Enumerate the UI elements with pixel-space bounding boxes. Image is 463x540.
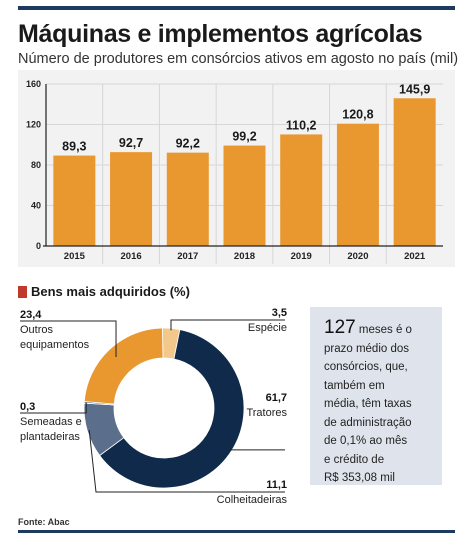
footer-rule bbox=[18, 530, 455, 533]
bar bbox=[223, 145, 266, 246]
bar bbox=[166, 152, 209, 246]
slice-name-label: Colheitadeiras bbox=[217, 494, 288, 506]
leader-line bbox=[170, 319, 285, 331]
chart-title: Máquinas e implementos agrícolas bbox=[18, 20, 423, 48]
slice-name-label: equipamentos bbox=[20, 339, 90, 351]
slice-value-label: 11,1 bbox=[266, 479, 287, 491]
bar bbox=[53, 155, 96, 246]
donut-section-title: Bens mais adquiridos (%) bbox=[31, 284, 190, 299]
y-tick-label: 120 bbox=[26, 120, 41, 130]
x-tick-label: 2018 bbox=[234, 251, 255, 262]
x-tick-label: 2016 bbox=[121, 251, 142, 262]
leader-line bbox=[20, 402, 87, 414]
info-line: também em bbox=[324, 379, 385, 392]
bar-value-label: 92,7 bbox=[119, 136, 143, 150]
source-label: Fonte: Abac bbox=[18, 517, 70, 527]
slice-value-label: 3,5 bbox=[272, 307, 287, 319]
info-first-line: 127 meses é o bbox=[324, 317, 432, 340]
section-marker bbox=[18, 286, 27, 298]
bar-value-label: 110,2 bbox=[286, 118, 317, 132]
y-tick-label: 0 bbox=[36, 241, 41, 251]
donut-chart: 3,5 Espécie 61,7 Tratores 11,1 Colheitadeiras… bbox=[20, 307, 288, 506]
x-tick-label: 2021 bbox=[404, 251, 426, 262]
slice-value-label: 23,4 bbox=[20, 309, 42, 321]
x-tick-label: 2019 bbox=[291, 251, 312, 262]
info-line: prazo médio dos bbox=[324, 342, 410, 355]
slice-name-label: Outros bbox=[20, 324, 54, 336]
leader-line bbox=[20, 320, 117, 358]
leader-line bbox=[88, 430, 285, 493]
y-tick-label: 80 bbox=[31, 160, 41, 170]
bar-value-label: 89,3 bbox=[62, 140, 86, 154]
top-rule bbox=[18, 6, 455, 10]
info-line: de 0,1% ao mês bbox=[324, 435, 408, 447]
info-number: 127 bbox=[324, 317, 356, 338]
bar bbox=[280, 134, 323, 246]
chart-subtitle: Número de produtores em consórcios ativo… bbox=[18, 51, 459, 67]
slice-value-label: 61,7 bbox=[266, 392, 287, 404]
info-line: média, têm taxas bbox=[324, 398, 412, 410]
x-tick-label: 2017 bbox=[177, 251, 198, 262]
slice-value-label: 0,3 bbox=[20, 401, 35, 413]
y-tick-label: 160 bbox=[26, 79, 41, 89]
info-line: de administração bbox=[324, 416, 412, 429]
slice-name-label: Tratores bbox=[246, 407, 287, 419]
slice-name-label: Semeadas e bbox=[20, 416, 82, 428]
x-tick-label: 2020 bbox=[347, 251, 368, 262]
info-box: 127 meses é o prazo médio dos consórcios… bbox=[310, 307, 442, 485]
info-text-first: meses é o bbox=[355, 324, 412, 336]
slice-name-label: plantadeiras bbox=[20, 431, 80, 443]
bar bbox=[336, 123, 379, 246]
y-tick-label: 40 bbox=[31, 201, 41, 211]
bar bbox=[110, 152, 153, 246]
slice-name-label: Espécie bbox=[248, 322, 287, 334]
x-tick-label: 2015 bbox=[64, 251, 86, 262]
info-line: e crédito de bbox=[324, 453, 385, 466]
bar-value-label: 99,2 bbox=[232, 130, 256, 144]
info-line: consórcios, que, bbox=[324, 361, 408, 373]
bar-value-label: 120,8 bbox=[342, 108, 373, 122]
donut-slice bbox=[99, 329, 245, 489]
donut-slice bbox=[83, 327, 164, 405]
bar-value-label: 92,2 bbox=[176, 137, 200, 151]
bar-chart: 0 40 80 120 160 89,3 2015 92,7 2016 92,2 2017 99,2 2… bbox=[18, 70, 455, 267]
info-line: R$ 353,08 mil bbox=[324, 472, 395, 484]
bar bbox=[393, 98, 436, 247]
bar-value-label: 145,9 bbox=[399, 82, 430, 96]
